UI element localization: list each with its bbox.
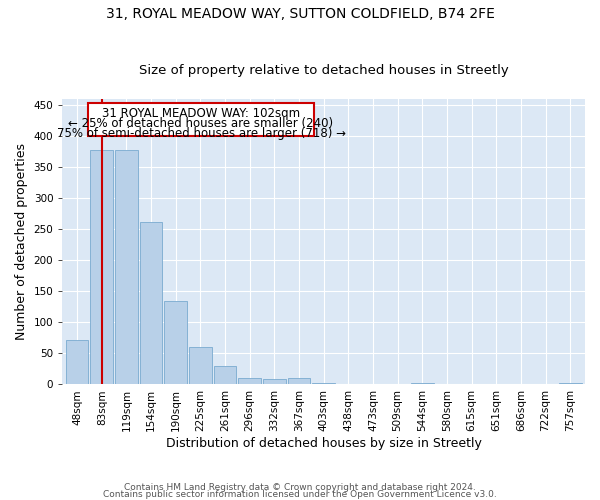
- X-axis label: Distribution of detached houses by size in Streetly: Distribution of detached houses by size …: [166, 437, 482, 450]
- Bar: [559, 383, 581, 384]
- Bar: [66, 340, 88, 384]
- Bar: [214, 366, 236, 384]
- Bar: [287, 378, 310, 384]
- Title: Size of property relative to detached houses in Streetly: Size of property relative to detached ho…: [139, 64, 509, 77]
- Text: Contains HM Land Registry data © Crown copyright and database right 2024.: Contains HM Land Registry data © Crown c…: [124, 484, 476, 492]
- Y-axis label: Number of detached properties: Number of detached properties: [15, 143, 28, 340]
- Text: ← 25% of detached houses are smaller (240): ← 25% of detached houses are smaller (24…: [68, 117, 334, 130]
- Bar: [140, 222, 163, 384]
- Text: 31, ROYAL MEADOW WAY, SUTTON COLDFIELD, B74 2FE: 31, ROYAL MEADOW WAY, SUTTON COLDFIELD, …: [106, 8, 494, 22]
- Bar: [263, 380, 286, 384]
- Text: 75% of semi-detached houses are larger (718) →: 75% of semi-detached houses are larger (…: [56, 128, 346, 140]
- Bar: [164, 300, 187, 384]
- Bar: [238, 378, 261, 384]
- Bar: [91, 150, 113, 384]
- Text: Contains public sector information licensed under the Open Government Licence v3: Contains public sector information licen…: [103, 490, 497, 499]
- Bar: [115, 150, 138, 384]
- Bar: [411, 383, 434, 384]
- Text: 31 ROYAL MEADOW WAY: 102sqm: 31 ROYAL MEADOW WAY: 102sqm: [102, 107, 300, 120]
- Bar: [189, 347, 212, 385]
- FancyBboxPatch shape: [88, 104, 314, 136]
- Bar: [313, 382, 335, 384]
